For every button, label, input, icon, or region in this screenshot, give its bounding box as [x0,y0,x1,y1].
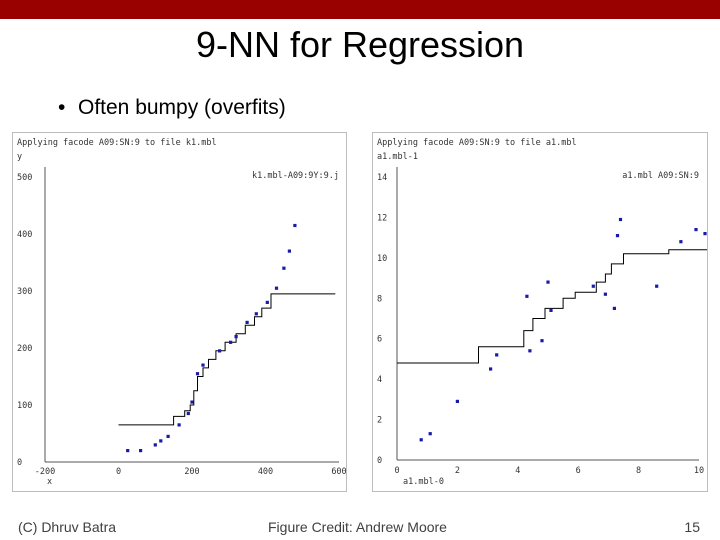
footer-credit: Figure Credit: Andrew Moore [268,519,447,535]
left-data-point [159,439,163,443]
left-y-tick-label: 300 [17,287,32,297]
left-data-point [234,335,238,339]
right-y-tick-label: 10 [377,254,387,264]
right-chart-xlabel: a1.mbl-0 [403,477,444,487]
right-data-point [528,349,532,353]
footer-author: (C) Dhruv Batra [18,519,117,535]
bullet-text: Often bumpy (overfits) [78,96,286,119]
left-x-tick-label: -200 [35,467,55,477]
right-plot-panel: Applying facode A09:SN:9 to file a1.mbl a… [372,132,708,492]
right-x-tick-label: 8 [636,466,641,476]
left-chart-header: Applying facode A09:SN:9 to file k1.mbl [17,138,217,148]
left-data-point [186,411,190,416]
right-data-point [615,234,620,238]
right-data-point [546,280,550,284]
left-data-point [139,449,143,453]
page-number: 15 [684,519,700,535]
left-y-tick-label: 200 [17,344,32,354]
left-y-tick-label: 100 [17,401,32,411]
left-data-point [166,434,170,438]
right-y-tick-label: 8 [377,294,382,304]
left-x-tick-label: 600 [331,467,346,477]
left-data-point [274,286,279,290]
right-y-tick-label: 12 [377,213,387,223]
left-data-point [282,266,286,270]
left-y-tick-label: 400 [17,230,32,240]
right-data-point [455,399,459,403]
right-y-tick-label: 4 [377,375,382,385]
left-data-point [265,300,269,304]
left-data-point [218,349,222,353]
right-x-tick-label: 2 [455,466,460,476]
right-data-point [525,294,529,298]
right-data-point [655,284,659,288]
left-data-point [287,249,291,253]
right-data-point [419,438,423,442]
right-data-point [679,240,683,244]
left-chart-xlabel: x [47,477,52,487]
right-chart-header: Applying facode A09:SN:9 to file a1.mbl [377,138,577,148]
left-x-tick-label: 0 [116,467,121,477]
right-data-point [495,353,499,357]
left-knn-fit-line [118,293,336,426]
right-data-point [703,232,707,236]
right-data-point [612,306,616,310]
left-data-point [254,312,258,316]
left-data-point [126,449,130,453]
right-y-tick-label: 2 [377,416,382,426]
top-accent-bar [0,0,720,19]
left-y-tick-label: 500 [17,173,32,183]
right-x-tick-label: 10 [694,466,704,476]
right-chart-legend: a1.mbl A09:SN:9 [622,171,699,181]
right-data-point [428,432,432,436]
right-y-tick-label: 0 [377,456,382,466]
right-y-tick-label: 14 [377,173,387,183]
left-data-point [153,443,157,447]
left-data-point [190,400,194,404]
right-x-tick-label: 4 [515,466,520,476]
left-chart-ylabel: y [17,152,22,162]
left-data-point [195,372,200,376]
left-data-point [201,363,205,367]
left-chart-legend: k1.mbl-A09:9Y:9.j [252,171,339,181]
right-data-point [603,292,607,296]
right-data-point [549,308,553,312]
right-data-point [489,367,493,371]
right-chart-ylabel: a1.mbl-1 [377,152,418,162]
left-plot-panel: Applying facode A09:SN:9 to file k1.mbl y… [12,132,347,492]
right-knn-fit-line [397,249,707,364]
left-data-point [177,423,181,427]
left-scatter-chart: Applying facode A09:SN:9 to file k1.mbl y… [17,138,346,487]
left-x-tick-label: 200 [184,467,199,477]
right-data-point [618,217,623,222]
left-data-point [229,340,233,344]
right-x-tick-label: 6 [576,466,581,476]
bullet-marker: • [58,96,66,119]
right-x-tick-label: 0 [394,466,399,476]
left-data-point [245,320,249,324]
right-data-point [591,284,595,288]
right-y-tick-label: 6 [377,335,382,345]
left-x-tick-label: 400 [258,467,273,477]
right-scatter-chart: Applying facode A09:SN:9 to file a1.mbl a… [377,138,707,487]
left-y-tick-label: 0 [17,458,22,468]
right-data-point [694,228,698,232]
slide-title: 9-NN for Regression [195,24,525,65]
left-data-point [293,223,297,228]
right-data-point [540,339,544,343]
bullet-item: • Often bumpy (overfits) [58,96,286,120]
